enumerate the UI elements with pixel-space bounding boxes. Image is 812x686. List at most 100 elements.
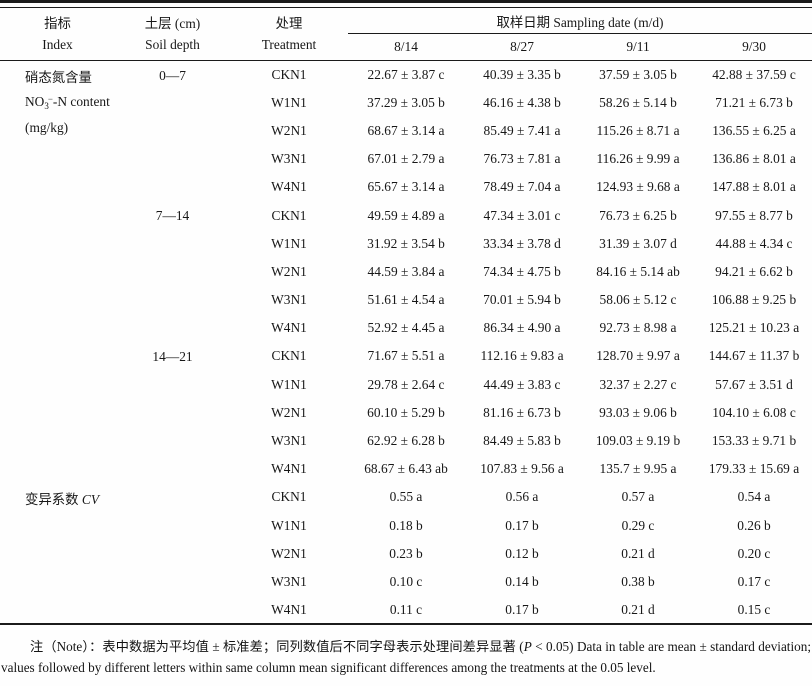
value-cell: 128.70 ± 9.97 a — [596, 348, 680, 364]
value-cell: 0.23 b — [389, 545, 423, 561]
value-cell: 104.10 ± 6.08 c — [712, 404, 796, 420]
header-sampling-date: 取样日期 Sampling date (m/d) — [348, 7, 812, 34]
table-row: 硝态氮含量 NO3−-N content (mg/kg) 0—7 CKN1 22.67 ±… — [0, 61, 812, 135]
table-row: W2N1 0.23 b 0.12 b 0.21 d 0.20 c — [0, 540, 812, 568]
table-row: W4N1 68.67 ± 6.43 ab 107.83 ± 9.56 a 135.7 … — [0, 455, 812, 483]
soil-depth-cell: 7—14 — [155, 208, 190, 224]
value-cell: 60.10 ± 5.29 b — [367, 404, 445, 420]
table-row: W3N1 67.01 ± 2.79 a 76.73 ± 7.81 a 116.26 ±… — [0, 145, 812, 173]
treatment-cell: CKN1 — [271, 348, 307, 364]
table-row: W1N1 37.29 ± 3.05 b 46.16 ± 4.38 b 58.26 ± … — [0, 89, 812, 117]
table-row: 变异系数 CV CKN1 0.55 a 0.56 a 0.57 a 0.54 a — [0, 483, 812, 511]
value-cell: 62.92 ± 6.28 b — [367, 433, 445, 449]
header-soil-depth-en: Soil depth — [145, 37, 200, 52]
treatment-cell: W4N1 — [271, 601, 307, 617]
value-cell: 84.16 ± 5.14 ab — [596, 263, 680, 279]
treatment-cell: W2N1 — [271, 122, 307, 138]
header-index-en: Index — [42, 37, 73, 52]
value-cell: 78.49 ± 7.04 a — [483, 179, 561, 195]
value-cell: 0.15 c — [737, 601, 771, 617]
value-cell: 94.21 ± 6.62 b — [715, 263, 793, 279]
value-cell: 86.34 ± 4.90 a — [483, 320, 561, 336]
value-cell: 49.59 ± 4.89 a — [367, 207, 445, 223]
header-date-4: 9/30 — [696, 33, 812, 61]
soil-depth-cell — [115, 483, 230, 624]
value-cell: 42.88 ± 37.59 c — [712, 66, 796, 82]
value-cell: 31.92 ± 3.54 b — [367, 235, 445, 251]
value-cell: 107.83 ± 9.56 a — [480, 461, 564, 477]
header-date-2: 8/27 — [464, 33, 580, 61]
value-cell: 147.88 ± 8.01 a — [712, 179, 796, 195]
value-cell: 58.26 ± 5.14 b — [599, 94, 677, 110]
table-note: 注（Note）：表中数据为平均值 ± 标准差；同列数值后不同字母表示处理间差异显… — [0, 637, 812, 678]
soil-depth-cell: 0—7 — [159, 68, 186, 83]
value-cell: 37.59 ± 3.05 b — [599, 66, 677, 82]
index-label-line: NO3−-N content — [25, 93, 110, 111]
treatment-cell: W1N1 — [271, 94, 307, 110]
value-cell: 31.39 ± 3.07 d — [599, 235, 677, 251]
value-cell: 71.67 ± 5.51 a — [367, 348, 445, 364]
index-label-line: (mg/kg) — [25, 120, 69, 135]
treatment-cell: W4N1 — [271, 179, 307, 195]
treatment-cell: W3N1 — [271, 292, 307, 308]
value-cell: 0.17 b — [505, 601, 539, 617]
value-cell: 0.17 c — [737, 573, 771, 589]
note-text-2: < 0.05) Data in table are mean ± standar… — [1, 639, 811, 675]
treatment-cell: CKN1 — [271, 489, 307, 505]
value-cell: 124.93 ± 9.68 a — [596, 179, 680, 195]
value-cell: 71.21 ± 6.73 b — [715, 94, 793, 110]
note-p-symbol: P — [523, 639, 532, 655]
treatment-cell: W3N1 — [271, 573, 307, 589]
value-cell: 0.54 a — [737, 489, 771, 505]
value-cell: 29.78 ± 2.64 c — [367, 376, 445, 392]
treatment-cell: W1N1 — [271, 517, 307, 533]
value-cell: 51.61 ± 4.54 a — [367, 292, 445, 308]
value-cell: 37.29 ± 3.05 b — [367, 94, 445, 110]
value-cell: 0.12 b — [505, 545, 539, 561]
value-cell: 0.17 b — [505, 517, 539, 533]
table-row: 14—21 CKN1 71.67 ± 5.51 a 112.16 ± 9.83 a 12… — [0, 342, 812, 370]
table-row: W1N1 0.18 b 0.17 b 0.29 c 0.26 b — [0, 512, 812, 540]
table-row: W2N1 68.67 ± 3.14 a 85.49 ± 7.41 a 115.26 ±… — [0, 117, 812, 145]
value-cell: 40.39 ± 3.35 b — [483, 66, 561, 82]
treatment-cell: W1N1 — [271, 376, 307, 392]
value-cell: 44.88 ± 4.34 c — [715, 235, 793, 251]
treatment-cell: W3N1 — [271, 151, 307, 167]
table-row: W3N1 0.10 c 0.14 b 0.38 b 0.17 c — [0, 568, 812, 596]
treatment-cell: CKN1 — [271, 207, 307, 223]
index-cell: 硝态氮含量 NO3−-N content (mg/kg) — [0, 61, 115, 484]
index-cell: 变异系数 CV — [0, 483, 115, 624]
value-cell: 22.67 ± 3.87 c — [367, 66, 445, 82]
table-row: W4N1 65.67 ± 3.14 a 78.49 ± 7.04 a 124.93 ±… — [0, 173, 812, 201]
table-row: W2N1 44.59 ± 3.84 a 74.34 ± 4.75 b 84.16 ± … — [0, 258, 812, 286]
table-row: W2N1 60.10 ± 5.29 b 81.16 ± 6.73 b 93.03 ± … — [0, 399, 812, 427]
value-cell: 57.67 ± 3.51 d — [715, 376, 793, 392]
value-cell: 0.57 a — [621, 489, 655, 505]
value-cell: 153.33 ± 9.71 b — [711, 433, 797, 449]
value-cell: 0.26 b — [737, 517, 771, 533]
value-cell: 125.21 ± 10.23 a — [708, 320, 800, 336]
value-cell: 112.16 ± 9.83 a — [480, 348, 564, 364]
treatment-cell: W4N1 — [271, 320, 307, 336]
value-cell: 67.01 ± 2.79 a — [367, 151, 445, 167]
value-cell: 179.33 ± 15.69 a — [708, 461, 800, 477]
value-cell: 76.73 ± 7.81 a — [483, 151, 561, 167]
value-cell: 136.55 ± 6.25 a — [712, 122, 796, 138]
treatment-cell: W2N1 — [271, 545, 307, 561]
value-cell: 85.49 ± 7.41 a — [483, 122, 561, 138]
header-row-1: 指标 Index 土层 (cm) Soil depth 处理 Treatment… — [0, 7, 812, 61]
header-row-2: 8/14 8/27 9/11 9/30 — [0, 33, 812, 61]
value-cell: 68.67 ± 3.14 a — [367, 122, 445, 138]
value-cell: 0.55 a — [389, 489, 423, 505]
value-cell: 32.37 ± 2.27 c — [599, 376, 677, 392]
value-cell: 44.59 ± 3.84 a — [367, 263, 445, 279]
value-cell: 144.67 ± 11.37 b — [708, 348, 800, 364]
index-label-line: 变异系数 CV — [25, 492, 100, 508]
header-index-zh: 指标 — [44, 16, 71, 31]
treatment-cell: W2N1 — [271, 404, 307, 420]
value-cell: 0.14 b — [505, 573, 539, 589]
value-cell: 136.86 ± 8.01 a — [712, 151, 796, 167]
header-index: 指标 Index — [0, 7, 115, 61]
value-cell: 84.49 ± 5.83 b — [483, 433, 561, 449]
